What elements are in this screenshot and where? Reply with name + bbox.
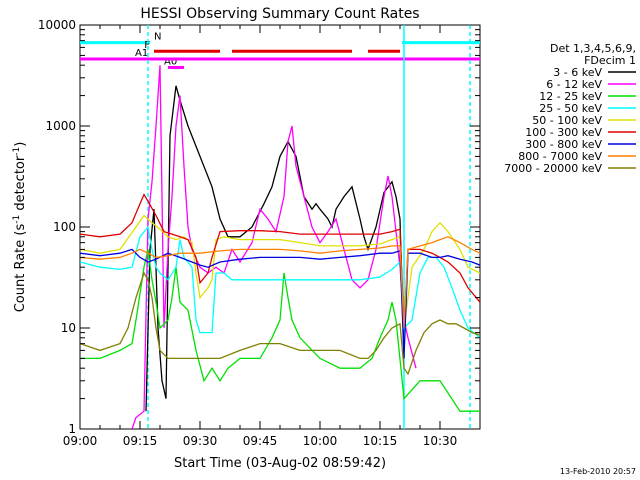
legend-entry-label: 12 - 25 keV — [539, 90, 602, 103]
series-line-7 — [80, 248, 480, 359]
x-axis-label: Start Time (03-Aug-02 08:59:42) — [174, 456, 386, 471]
legend-entry-label: 800 - 7000 keV — [518, 150, 602, 163]
y-axis-label-end: ) — [13, 142, 28, 147]
y-tick-label: 100 — [53, 220, 76, 234]
legend-entry-label: 25 - 50 keV — [539, 102, 602, 115]
y-tick-label: 10 — [61, 321, 76, 335]
legend-header-line-2: FDecim 1 — [584, 54, 636, 67]
legend-header-line-1: Det 1,3,4,5,6,9, — [550, 42, 636, 55]
axes: 09:00 09:15 09:30 09:45 10:00 10:15 10:30 1 10 10… — [38, 18, 480, 448]
x-tick-label: 10:30 — [423, 434, 458, 448]
series-group — [80, 65, 480, 429]
legend-entry-label: 3 - 6 keV — [553, 66, 602, 79]
x-tick-label: 09:00 — [63, 434, 98, 448]
flag-bars: NF A0 A1 — [80, 32, 480, 69]
plot-frame — [79, 24, 481, 430]
y-axis-label-mid: detector — [13, 155, 28, 215]
legend-entry-label: 300 - 800 keV — [525, 138, 602, 151]
legend-entry-label: 7000 - 20000 keV — [504, 162, 602, 175]
x-tick-label: 09:15 — [123, 434, 158, 448]
legend-entry-label: 6 - 12 keV — [546, 78, 602, 91]
series-lines — [80, 65, 480, 429]
legend-entry-label: 100 - 300 keV — [525, 126, 602, 139]
vertical-markers — [147, 25, 471, 429]
y-axis-label-sup1: -1 — [12, 215, 22, 224]
chart-title: HESSI Observing Summary Count Rates — [140, 6, 419, 22]
y-tick-label: 10000 — [38, 18, 76, 32]
flag-label-a1: A1 — [135, 48, 148, 59]
legend-entry-label: 50 - 100 keV — [532, 114, 602, 127]
x-tick-label: 10:15 — [363, 434, 398, 448]
series-line-9 — [80, 271, 480, 376]
y-axis-label-sup2: -1 — [12, 147, 22, 156]
x-tick-label: 09:30 — [183, 434, 218, 448]
y-tick-label: 1000 — [45, 119, 76, 133]
flag-label-n: N — [154, 32, 161, 43]
x-tick-label: 09:45 — [243, 434, 278, 448]
series-line-2 — [131, 65, 417, 429]
flag-label-a0: A0 — [164, 56, 177, 67]
y-tick-label: 1 — [68, 422, 76, 436]
x-tick-label: 10:00 — [303, 434, 338, 448]
series-line-4 — [80, 225, 480, 339]
series-line-3 — [80, 249, 480, 412]
series-line-5 — [80, 214, 480, 329]
y-axis-label: Count Rate (s-1 detector-1) — [12, 142, 28, 313]
timestamp: 13-Feb-2010 20:57 — [560, 467, 636, 476]
series-line-8 — [80, 236, 480, 329]
y-axis-label-main: Count Rate (s — [13, 224, 28, 313]
series-line-6 — [80, 193, 480, 329]
flag-label-f: F — [144, 40, 150, 51]
